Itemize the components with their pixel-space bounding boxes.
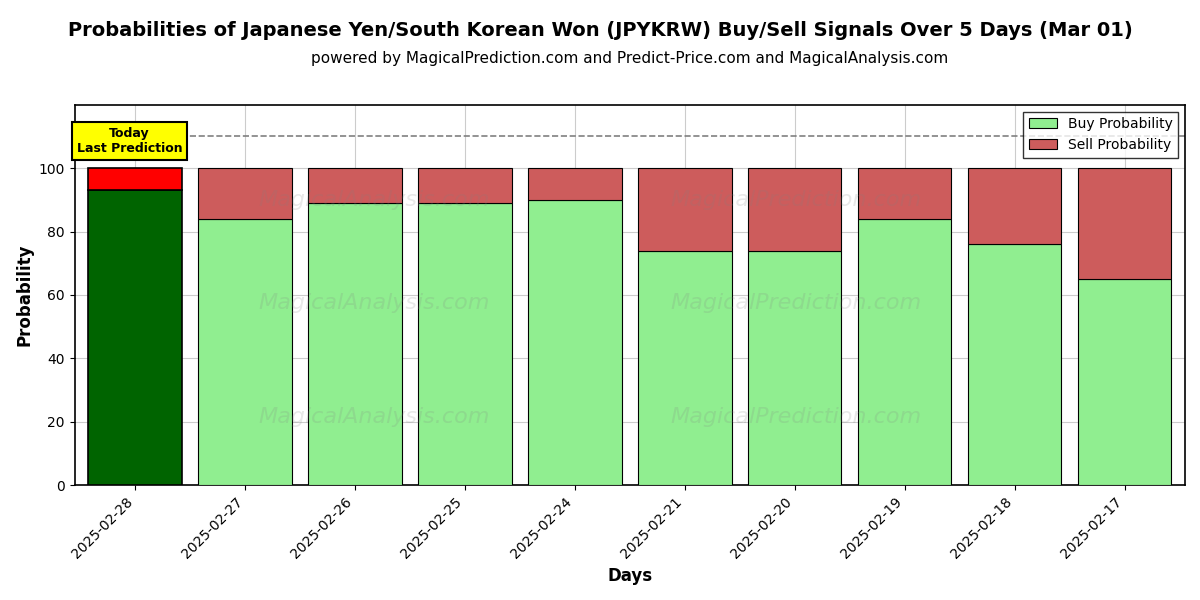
Text: MagicalPrediction.com: MagicalPrediction.com bbox=[671, 293, 922, 313]
Text: MagicalAnalysis.com: MagicalAnalysis.com bbox=[259, 407, 490, 427]
Bar bbox=[748, 251, 841, 485]
Bar bbox=[198, 219, 292, 485]
Bar bbox=[89, 190, 182, 485]
Text: MagicalPrediction.com: MagicalPrediction.com bbox=[671, 407, 922, 427]
Bar bbox=[968, 168, 1061, 244]
Text: Today
Last Prediction: Today Last Prediction bbox=[77, 127, 182, 155]
Y-axis label: Probability: Probability bbox=[16, 244, 34, 346]
Bar bbox=[858, 168, 952, 219]
Text: MagicalPrediction.com: MagicalPrediction.com bbox=[671, 190, 922, 210]
Bar bbox=[968, 244, 1061, 485]
Bar bbox=[308, 203, 402, 485]
Bar bbox=[858, 219, 952, 485]
Bar bbox=[308, 168, 402, 203]
Text: MagicalAnalysis.com: MagicalAnalysis.com bbox=[259, 190, 490, 210]
Bar bbox=[1078, 168, 1171, 279]
Bar bbox=[528, 200, 622, 485]
Legend: Buy Probability, Sell Probability: Buy Probability, Sell Probability bbox=[1024, 112, 1178, 158]
Bar bbox=[638, 168, 732, 251]
Title: powered by MagicalPrediction.com and Predict-Price.com and MagicalAnalysis.com: powered by MagicalPrediction.com and Pre… bbox=[311, 51, 948, 66]
Bar bbox=[1078, 279, 1171, 485]
Bar bbox=[638, 251, 732, 485]
Bar bbox=[419, 168, 511, 203]
Bar bbox=[419, 203, 511, 485]
Bar bbox=[89, 168, 182, 190]
X-axis label: Days: Days bbox=[607, 567, 653, 585]
Text: Probabilities of Japanese Yen/South Korean Won (JPYKRW) Buy/Sell Signals Over 5 : Probabilities of Japanese Yen/South Kore… bbox=[67, 21, 1133, 40]
Bar bbox=[528, 168, 622, 200]
Bar bbox=[198, 168, 292, 219]
Text: MagicalAnalysis.com: MagicalAnalysis.com bbox=[259, 293, 490, 313]
Bar bbox=[748, 168, 841, 251]
